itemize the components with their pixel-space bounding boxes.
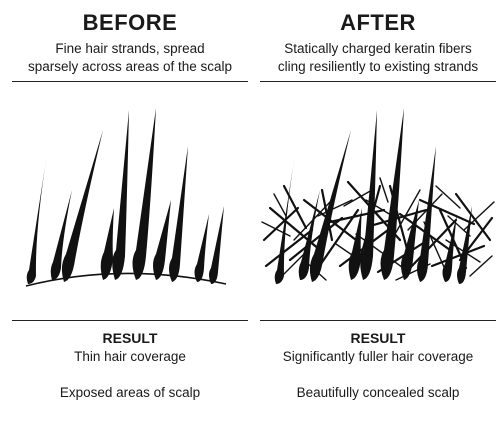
after-heading: AFTER (340, 10, 416, 35)
hair-strand (169, 146, 188, 282)
after-top-divider (260, 81, 496, 82)
hair-strand (61, 130, 103, 282)
after-hair-illustration (261, 108, 495, 284)
before-description: Fine hair strands, spread sparsely acros… (12, 40, 248, 76)
hair-strand (348, 208, 362, 280)
hair-strand (442, 214, 457, 282)
after-description-line-2: cling resiliently to existing strands (277, 59, 479, 74)
after-result-title: RESULT (350, 330, 406, 346)
before-description-line-1: Fine hair strands, spread (55, 41, 205, 56)
before-hair-strands (26, 108, 224, 284)
before-top-divider (12, 81, 248, 82)
keratin-fibers (261, 177, 495, 281)
before-heading: BEFORE (82, 10, 178, 35)
hair-strand (401, 200, 419, 280)
before-result-line-1: Thin hair coverage (74, 349, 186, 364)
before-result-title: RESULT (102, 330, 158, 346)
after-hair-strands (274, 108, 472, 284)
hair-strand (274, 154, 295, 284)
after-result-line-1: Significantly fuller hair coverage (282, 349, 474, 364)
scalp-line (25, 272, 227, 287)
after-description-line-1: Statically charged keratin fibers (284, 41, 472, 56)
hair-strand (132, 108, 156, 280)
before-result-line-2: Exposed areas of scalp (59, 385, 201, 400)
after-result-line-2: Beautifully concealed scalp (296, 385, 460, 400)
hair-strand (100, 208, 114, 280)
hair-strand (50, 190, 72, 280)
before-description-line-2: sparsely across areas of the scalp (27, 59, 233, 74)
hair-strand (26, 154, 47, 284)
hair-strand (360, 110, 377, 280)
hair-strand (194, 214, 209, 282)
hair-strand (309, 130, 351, 282)
hair-strand (298, 190, 320, 280)
hair-strand (417, 146, 436, 282)
after-panel: AFTER Statically charged keratin fibers … (260, 0, 496, 438)
after-description: Statically charged keratin fibers cling … (260, 40, 496, 76)
after-bottom-divider (260, 320, 496, 321)
before-panel: BEFORE Fine hair strands, spread sparsel… (12, 0, 248, 438)
before-bottom-divider (12, 320, 248, 321)
hair-strand (112, 110, 129, 280)
hair-strand (153, 200, 171, 280)
hair-strand (209, 206, 224, 284)
before-hair-illustration (25, 108, 227, 287)
